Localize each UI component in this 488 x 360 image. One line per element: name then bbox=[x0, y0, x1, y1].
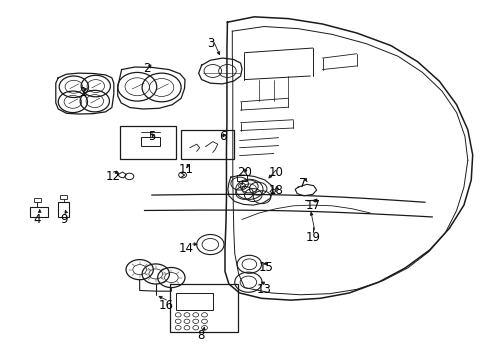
Text: 9: 9 bbox=[60, 213, 68, 226]
Bar bbox=[120, 126, 176, 159]
Text: 13: 13 bbox=[256, 283, 271, 296]
Bar bbox=[237, 175, 246, 181]
Bar bbox=[181, 130, 233, 159]
Bar bbox=[60, 195, 67, 199]
Text: 3: 3 bbox=[206, 37, 214, 50]
Text: 6: 6 bbox=[218, 130, 226, 144]
Text: 17: 17 bbox=[305, 199, 320, 212]
Text: 18: 18 bbox=[268, 184, 283, 197]
Text: 15: 15 bbox=[259, 261, 273, 274]
Text: 7: 7 bbox=[299, 177, 306, 190]
Text: 14: 14 bbox=[178, 242, 193, 255]
Text: 19: 19 bbox=[305, 231, 320, 244]
Text: 8: 8 bbox=[197, 329, 204, 342]
Bar bbox=[176, 293, 212, 310]
Bar bbox=[58, 202, 69, 217]
Bar bbox=[170, 284, 237, 332]
Text: 4: 4 bbox=[34, 213, 41, 226]
Text: 16: 16 bbox=[159, 299, 174, 312]
Text: 5: 5 bbox=[148, 130, 155, 144]
Text: 10: 10 bbox=[268, 166, 283, 179]
Bar bbox=[34, 198, 41, 202]
Text: 11: 11 bbox=[178, 163, 193, 176]
Bar bbox=[30, 207, 48, 217]
Text: 12: 12 bbox=[105, 170, 120, 183]
Text: 20: 20 bbox=[237, 166, 251, 179]
Bar bbox=[141, 136, 159, 145]
Text: 1: 1 bbox=[80, 86, 87, 99]
Text: 2: 2 bbox=[143, 62, 150, 75]
